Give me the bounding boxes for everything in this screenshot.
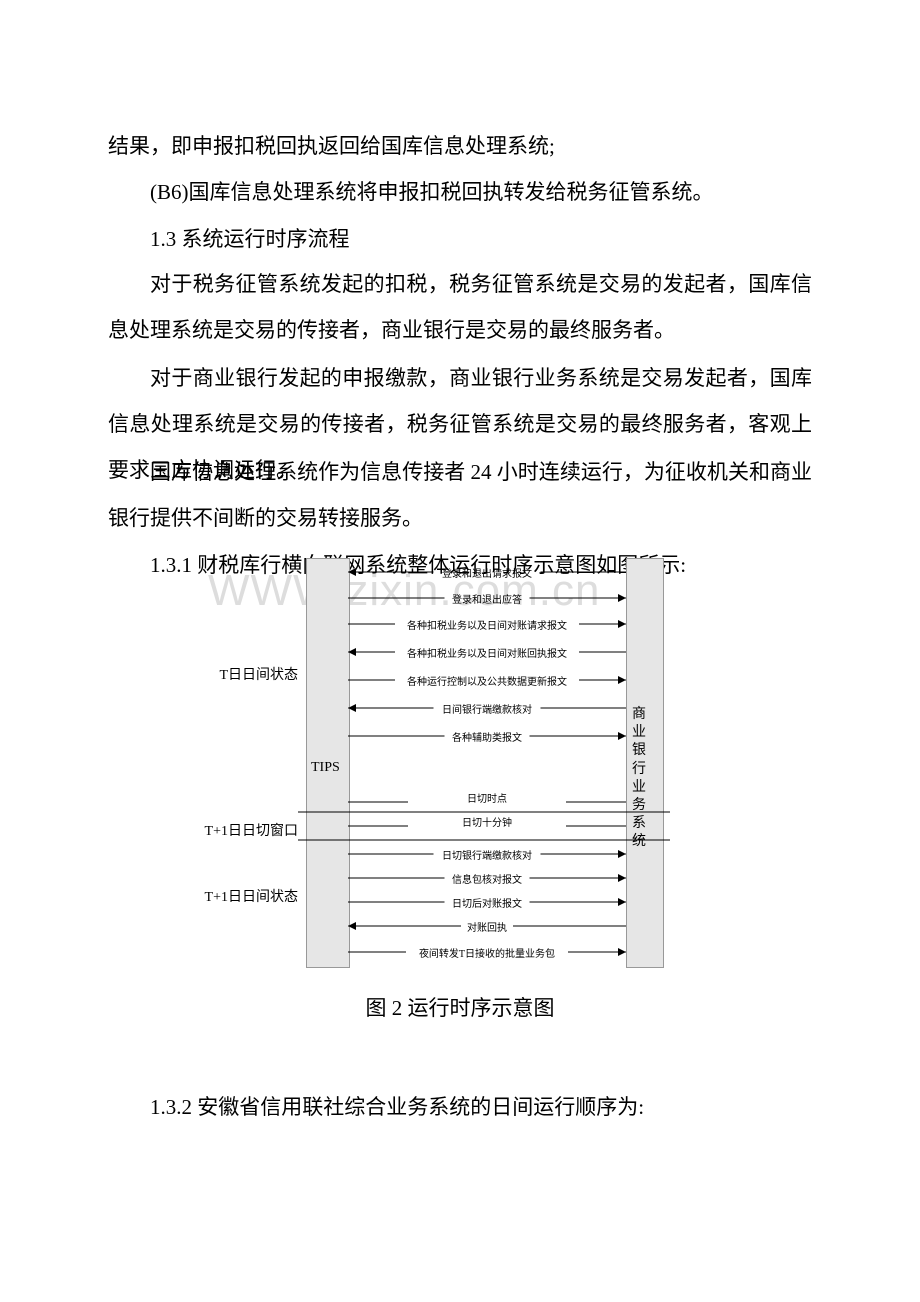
paragraph-1: 结果，即申报扣税回执返回给国库信息处理系统; [108,123,812,169]
paragraph-3: 1.3 系统运行时序流程 [108,216,812,262]
paragraph-6: 国库信息处理系统作为信息传接者 24 小时连续运行，为征收机关和商业银行提供不间… [108,449,812,541]
sequence-diagram: T日日间状态T+1日日切窗口T+1日日间状态 TIPS 商业银行业务系统 登录和… [218,558,702,978]
page: WWW.zixin.com.cn 结果，即申报扣税回执返回给国库信息处理系统; … [0,0,920,1302]
paragraph-4: 对于税务征管系统发起的扣税，税务征管系统是交易的发起者，国库信息处理系统是交易的… [108,261,812,353]
diagram-arrows [218,558,702,978]
paragraph-8: 1.3.2 安徽省信用联社综合业务系统的日间运行顺序为: [108,1084,812,1130]
figure-caption: 图 2 运行时序示意图 [108,992,812,1022]
paragraph-2: (B6)国库信息处理系统将申报扣税回执转发给税务征管系统。 [108,169,812,215]
